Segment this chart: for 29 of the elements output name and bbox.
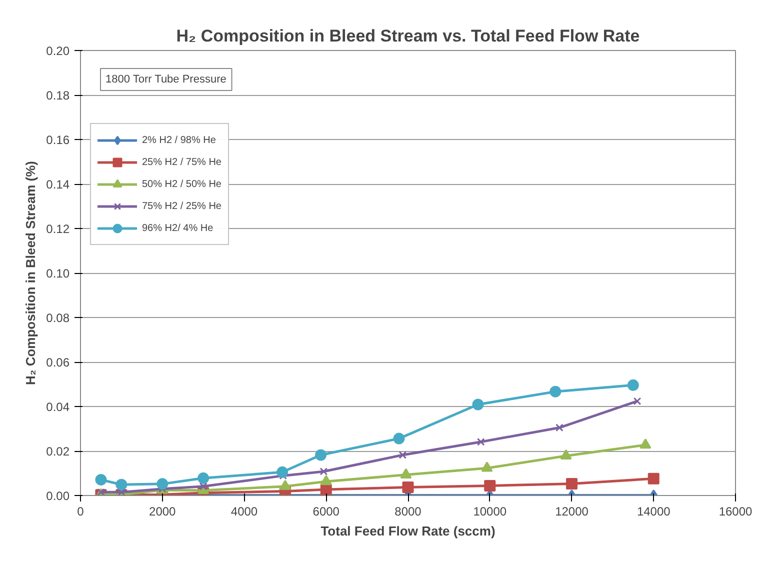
y-tick-label: 0.14 — [46, 178, 70, 192]
x-tick-label: 8000 — [394, 504, 422, 518]
y-tick-label: 0.16 — [46, 133, 70, 147]
x-tick-label: 0 — [77, 504, 84, 518]
x-axis-title: Total Feed Flow Rate (sccm) — [320, 524, 496, 538]
x-tick-label: 2000 — [149, 504, 176, 518]
legend-label: 75% H2 / 25% He — [142, 200, 222, 212]
y-tick-label: 0.18 — [46, 88, 70, 102]
x-tick-label: 10000 — [473, 504, 507, 518]
x-tick-label: 6000 — [312, 504, 340, 518]
y-tick-label: 0.04 — [46, 400, 70, 414]
legend-label: 96% H2/ 4% He — [142, 222, 214, 234]
y-axis-title: H₂ Composition in Bleed Stream (%) — [23, 161, 38, 385]
annotation: 1800 Torr Tube Pressure — [106, 74, 226, 86]
y-tick-label: 0.12 — [46, 222, 70, 236]
y-tick-label: 0.10 — [46, 266, 70, 280]
x-tick-label: 12000 — [555, 504, 589, 518]
x-tick-label: 16000 — [718, 504, 753, 518]
y-tick-label: 0.00 — [46, 489, 70, 503]
legend-label: 50% H2 / 50% He — [142, 178, 222, 190]
y-tick-label: 0.08 — [46, 311, 70, 325]
y-tick-label: 0.20 — [46, 44, 70, 58]
y-tick-label: 0.02 — [46, 444, 70, 458]
y-tick-label: 0.06 — [46, 356, 70, 370]
legend-label: 25% H2 / 75% He — [142, 156, 222, 168]
chart-title: H₂ Composition in Bleed Stream vs. Total Feed Flow Rate — [176, 26, 640, 46]
x-tick-label: 14000 — [636, 504, 671, 518]
x-tick-label: 4000 — [230, 504, 258, 518]
legend-label: 2% H2 / 98% He — [142, 134, 216, 146]
